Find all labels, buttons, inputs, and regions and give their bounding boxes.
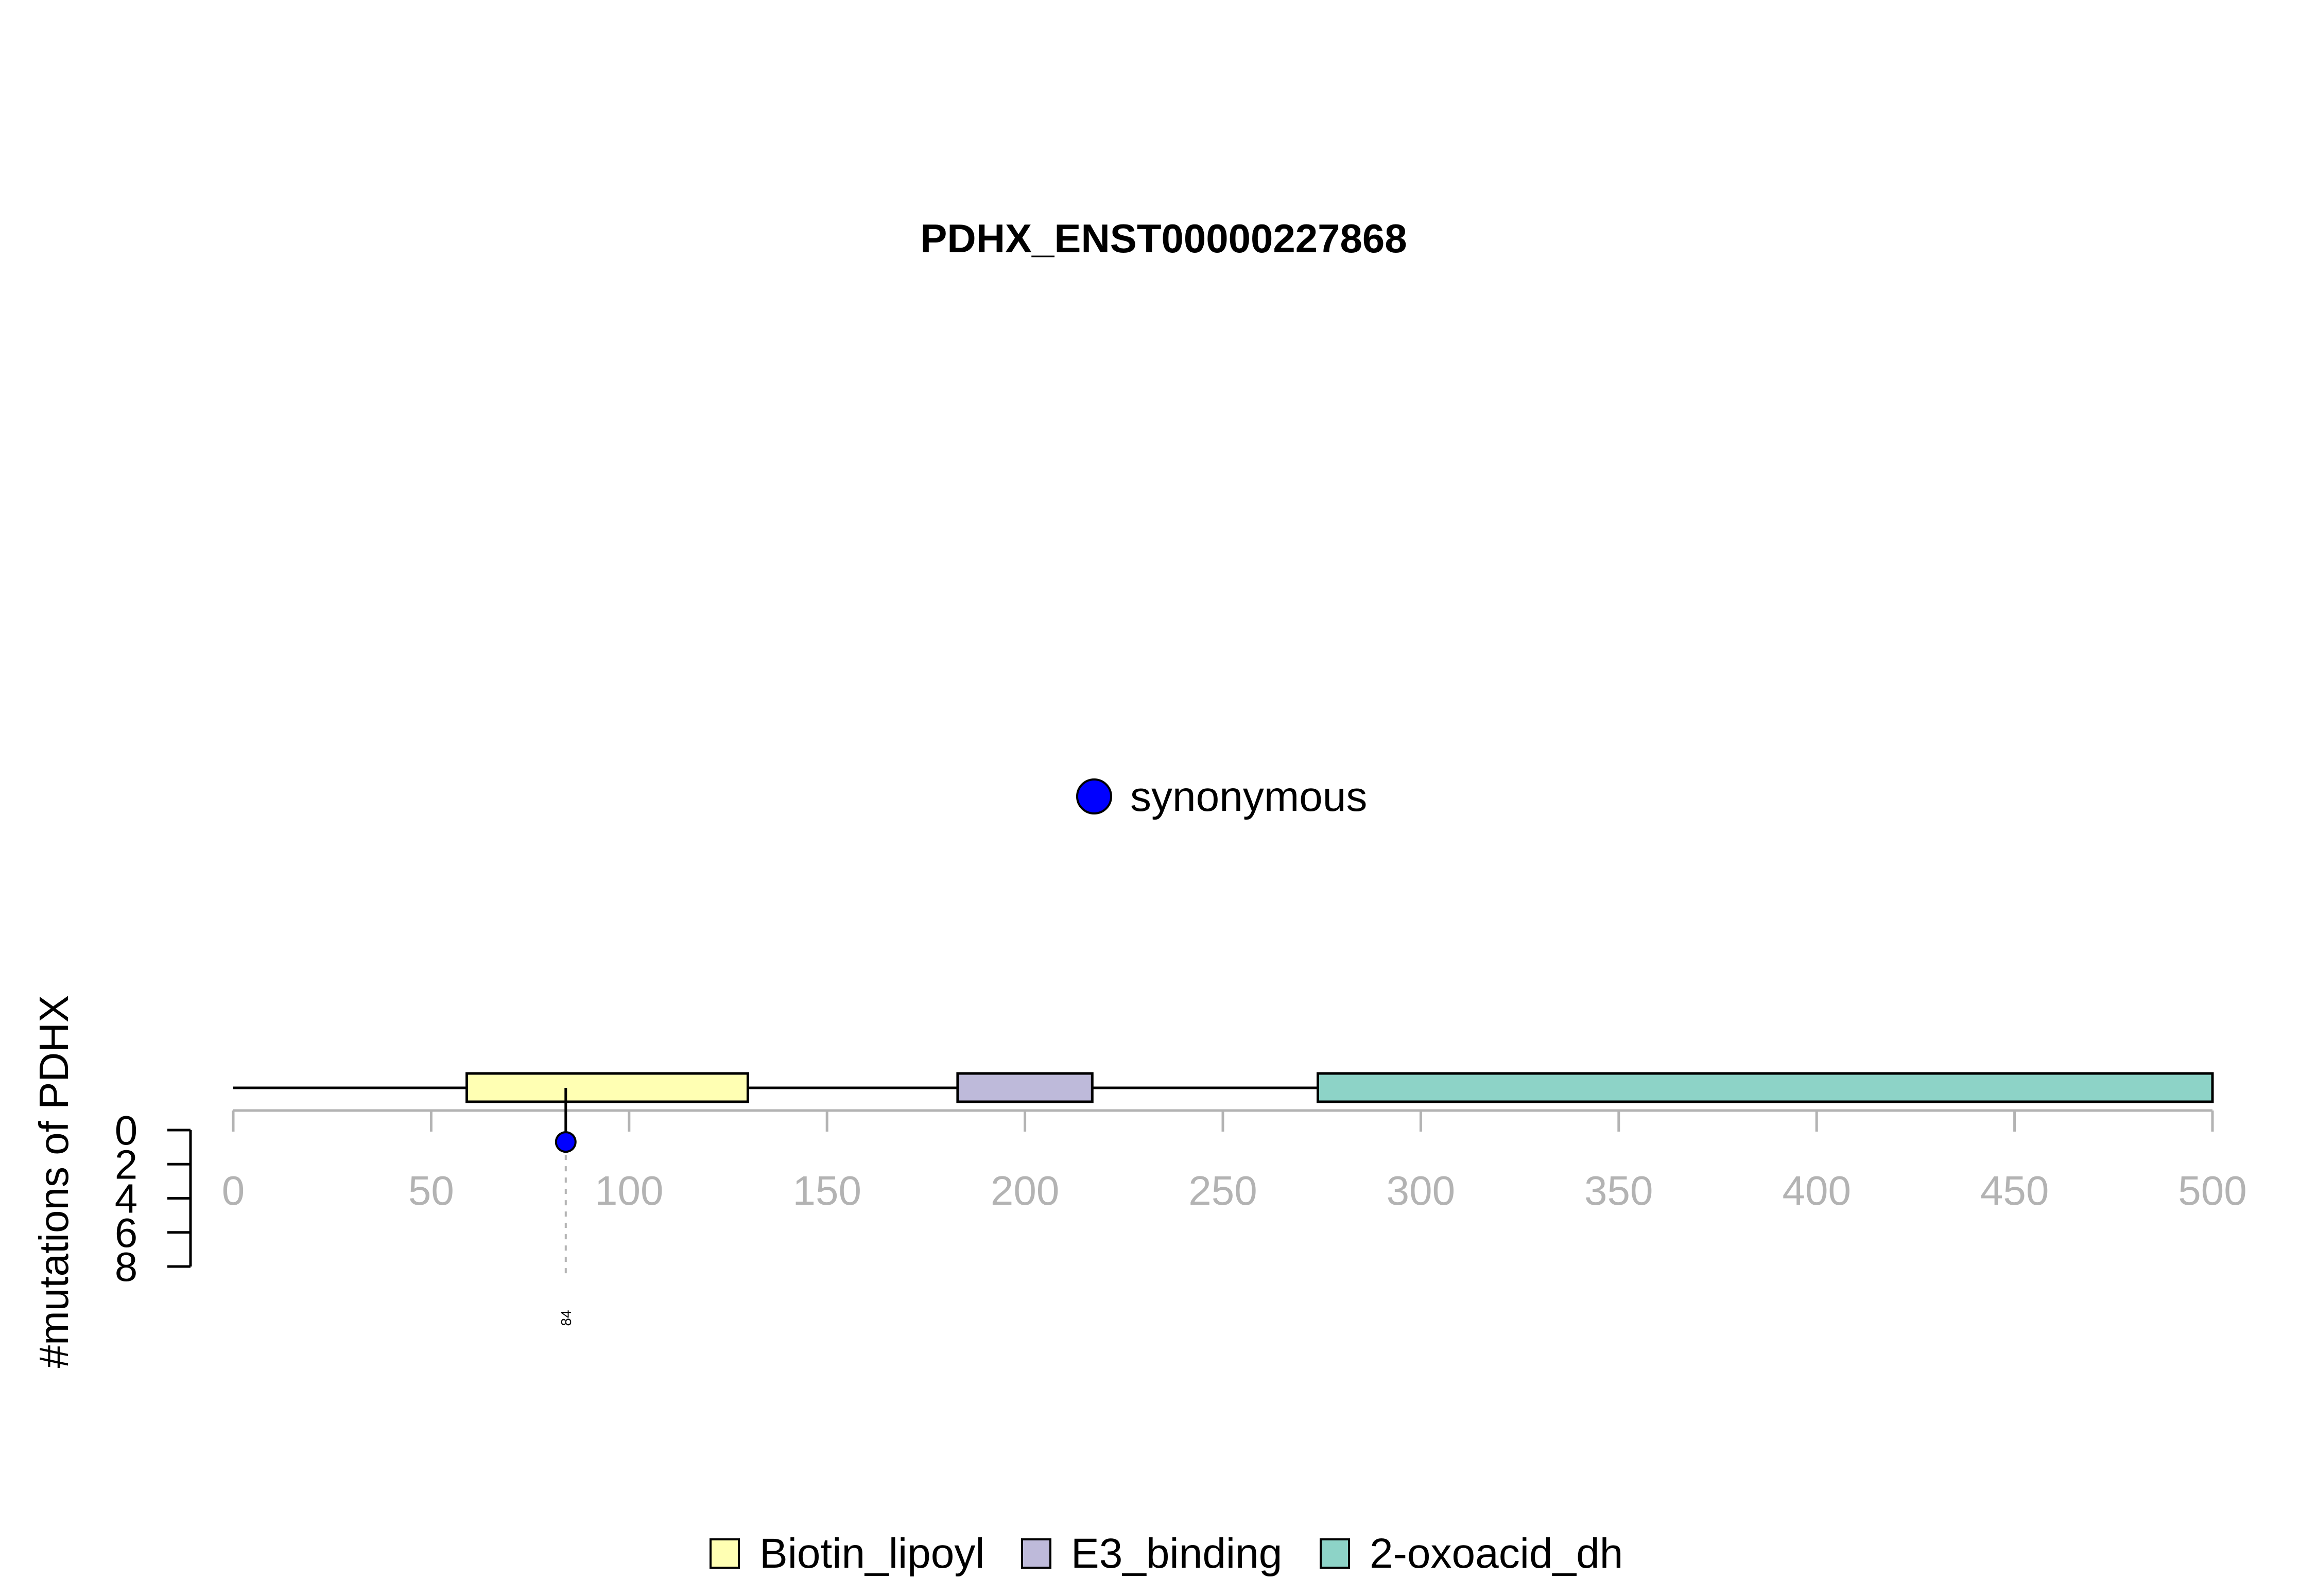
chart-title: PDHX_ENST00000227868 xyxy=(920,216,1407,261)
y-tick-label-8: 8 xyxy=(115,1244,138,1290)
y-tick-label-2: 2 xyxy=(115,1141,138,1187)
x-tick-label-100: 100 xyxy=(595,1168,663,1213)
mutation-lollipops: 84 xyxy=(555,1088,577,1326)
x-tick-label-450: 450 xyxy=(1980,1168,2049,1213)
domain-legend-label-E3_binding: E3_binding xyxy=(1071,1530,1282,1577)
domain-legend-label-Biotin_lipoyl: Biotin_lipoyl xyxy=(759,1530,985,1577)
mutation-point-84 xyxy=(555,1131,577,1153)
x-tick-label-300: 300 xyxy=(1387,1168,1455,1213)
y-axis-label: #mutations of PDHX xyxy=(31,995,77,1368)
domain-legend-label-2-oxoacid_dh: 2-oxoacid_dh xyxy=(1370,1530,1623,1577)
domain-legend-swatch-E3_binding xyxy=(1021,1538,1051,1569)
x-tick-label-50: 50 xyxy=(408,1168,454,1213)
x-axis: 0 50 100 150 200 250 300 350 400 450 500 xyxy=(222,1109,2247,1213)
domain-legend: Biotin_lipoyl E3_binding 2-oxoacid_dh xyxy=(710,1530,1623,1577)
y-tick-label-4: 4 xyxy=(115,1176,138,1222)
legend-marker-synonymous xyxy=(1076,778,1112,814)
domain-2-oxoacid_dh xyxy=(1317,1072,2214,1103)
domain-track xyxy=(465,1072,2214,1103)
domain-E3_binding xyxy=(956,1072,1094,1103)
mutation-position-label-84: 84 xyxy=(558,1310,574,1326)
x-tick-label-350: 350 xyxy=(1584,1168,1653,1213)
legend-label-synonymous: synonymous xyxy=(1130,773,1367,820)
x-tick-label-200: 200 xyxy=(991,1168,1059,1213)
y-tick-label-0: 0 xyxy=(115,1107,138,1153)
domain-legend-swatch-Biotin_lipoyl xyxy=(710,1538,740,1569)
x-tick-label-400: 400 xyxy=(1782,1168,1851,1213)
x-tick-label-250: 250 xyxy=(1188,1168,1257,1213)
domain-Biotin_lipoyl xyxy=(465,1072,749,1103)
y-tick-label-6: 6 xyxy=(115,1210,138,1256)
domain-legend-swatch-2-oxoacid_dh xyxy=(1320,1538,1350,1569)
x-tick-label-0: 0 xyxy=(222,1168,245,1213)
x-tick-label-500: 500 xyxy=(2178,1168,2246,1213)
x-tick-label-150: 150 xyxy=(792,1168,861,1213)
mutation-type-legend: synonymous xyxy=(1076,773,1367,820)
